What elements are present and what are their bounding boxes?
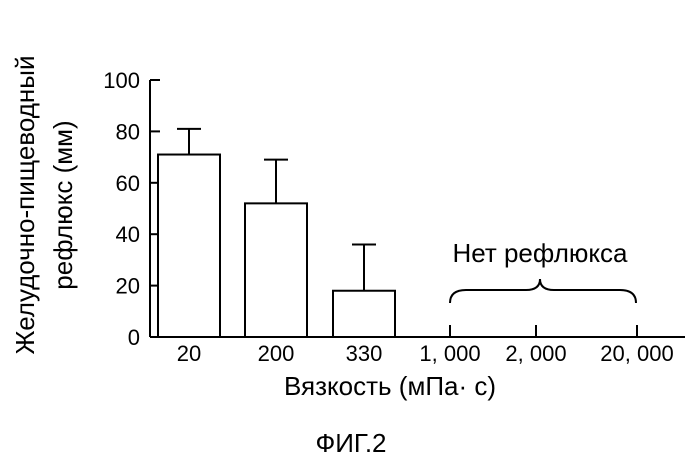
y-tick-label: 0 (128, 325, 140, 350)
x-tick-label: 1, 000 (419, 341, 480, 366)
x-tick-label: 200 (258, 341, 295, 366)
x-tick-label: 20, 000 (600, 341, 673, 366)
y-axis-title-line2: рефлюкс (мм) (48, 120, 78, 289)
no-reflux-brace (450, 279, 636, 303)
x-axis-title: Вязкость (мПа· с) (284, 371, 496, 401)
y-tick-label: 60 (116, 171, 140, 196)
bars (158, 129, 395, 337)
figure-caption: ФИГ.2 (315, 428, 386, 458)
bar (158, 155, 220, 337)
no-reflux-annotation: Нет рефлюкса (452, 238, 628, 268)
y-axis-title-line1: Желудочно-пищеводный (10, 56, 40, 355)
y-tick-label: 20 (116, 274, 140, 299)
x-tick-label: 20 (177, 341, 201, 366)
bar (245, 203, 307, 337)
y-tick-label: 80 (116, 119, 140, 144)
y-ticks: 0 20 40 60 80 100 (103, 68, 160, 350)
x-tick-label: 2, 000 (505, 341, 566, 366)
bar (333, 291, 395, 337)
y-tick-label: 40 (116, 222, 140, 247)
x-tick-label: 330 (346, 341, 383, 366)
y-tick-label: 100 (103, 68, 140, 93)
